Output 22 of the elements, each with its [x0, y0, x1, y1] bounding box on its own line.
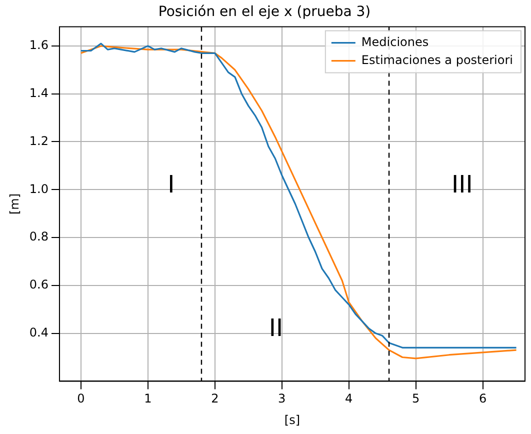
x-tick-label: 3 [278, 392, 286, 406]
x-tick-label: 2 [211, 392, 219, 406]
x-tick-label: 6 [478, 392, 487, 406]
annotation: II [268, 314, 284, 342]
legend-label: Estimaciones a posteriori [361, 52, 514, 67]
x-tick-label: 1 [144, 392, 152, 406]
legend-label: Mediciones [361, 34, 429, 49]
y-tick-label: 1.0 [29, 182, 48, 196]
x-axis-title: [s] [284, 412, 300, 427]
chart-title: Posición en el eje x (prueba 3) [158, 4, 371, 20]
annotation: III [452, 170, 473, 199]
x-tick-label: 5 [412, 392, 420, 406]
y-tick-label: 1.2 [29, 134, 48, 148]
y-tick-label: 1.4 [29, 86, 48, 100]
y-tick-label: 0.6 [29, 278, 48, 292]
x-tick-label: 0 [77, 392, 85, 406]
annotation: I [168, 170, 175, 199]
y-axis-title: [m] [7, 193, 22, 215]
y-tick-label: 0.4 [29, 325, 48, 340]
x-tick-label: 4 [345, 392, 353, 406]
y-tick-label: 0.8 [29, 230, 48, 244]
y-tick-label: 1.6 [29, 38, 48, 52]
